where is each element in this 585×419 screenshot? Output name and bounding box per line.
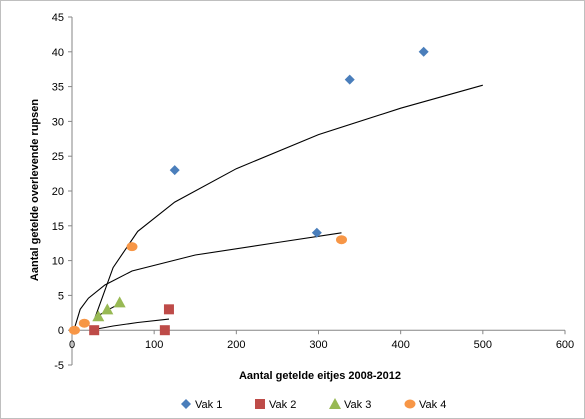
data-point <box>92 310 105 322</box>
x-tick-label: 300 <box>309 339 327 351</box>
legend-item: Vak 2 <box>255 399 296 411</box>
y-axis-label: Aantal getelde overlevende rupsen <box>29 99 41 281</box>
y-tick-label: 25 <box>52 151 64 163</box>
data-point <box>68 325 80 335</box>
x-tick-label: 500 <box>474 339 492 351</box>
trendlines <box>73 84 483 331</box>
legend-marker <box>255 399 265 409</box>
legend-label: Vak 4 <box>419 399 446 411</box>
data-point <box>418 46 429 57</box>
axes: -5 0 5 10 15 20 25 30 35 40 45 0 100 200 300 400 500 600 <box>52 12 574 372</box>
data-point <box>163 304 174 315</box>
trendline <box>94 84 483 318</box>
y-tick-label: 0 <box>58 325 64 337</box>
y-tick-label: 15 <box>52 221 64 233</box>
y-tick-label: -5 <box>54 360 64 372</box>
data-point <box>336 235 348 245</box>
x-tick-label: 400 <box>391 339 409 351</box>
data-point <box>113 296 126 308</box>
y-tick-label: 40 <box>52 47 64 59</box>
legend-marker <box>181 399 191 409</box>
legend-marker <box>329 398 341 409</box>
data-point <box>89 325 100 336</box>
legend: Vak 1 Vak 2 Vak 3 Vak 4 <box>181 398 446 411</box>
y-tick-label: 45 <box>52 12 64 24</box>
x-axis-label: Aantal getelde eitjes 2008-2012 <box>239 370 401 382</box>
legend-label: Vak 1 <box>195 399 222 411</box>
legend-item: Vak 3 <box>329 398 371 411</box>
legend-marker <box>404 399 416 409</box>
series-vak-3 <box>92 296 126 322</box>
data-points <box>68 46 429 336</box>
data-point <box>169 165 180 176</box>
y-tick-label: 30 <box>52 116 64 128</box>
y-tick-label: 20 <box>52 186 64 198</box>
x-tick-label: 100 <box>145 339 163 351</box>
legend-item: Vak 4 <box>404 399 446 411</box>
y-tick-label: 5 <box>58 290 64 302</box>
y-tick-label: 35 <box>52 82 64 94</box>
data-point <box>344 74 355 85</box>
x-tick-label: 0 <box>69 339 75 351</box>
data-point <box>159 325 170 336</box>
data-point <box>311 227 322 238</box>
x-tick-label: 600 <box>556 339 574 351</box>
trendline <box>94 318 170 331</box>
legend-item: Vak 1 <box>181 399 222 411</box>
data-point <box>101 303 114 315</box>
legend-label: Vak 2 <box>269 399 296 411</box>
trendline <box>73 232 342 329</box>
series-vak-1 <box>169 46 429 238</box>
series-vak-2 <box>89 304 174 336</box>
data-point <box>126 242 138 252</box>
legend-label: Vak 3 <box>344 399 371 411</box>
x-tick-label: 200 <box>227 339 245 351</box>
y-tick-label: 10 <box>52 256 64 268</box>
series-vak-4 <box>68 235 348 335</box>
data-point <box>78 318 90 328</box>
